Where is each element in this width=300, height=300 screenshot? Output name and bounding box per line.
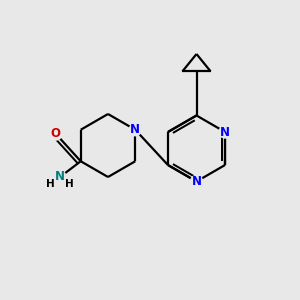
Text: N: N xyxy=(130,123,140,136)
Circle shape xyxy=(219,126,231,138)
Circle shape xyxy=(190,176,202,188)
Text: N: N xyxy=(220,125,230,139)
Circle shape xyxy=(54,171,66,183)
Text: N: N xyxy=(55,170,65,184)
Text: H: H xyxy=(65,178,74,189)
Text: N: N xyxy=(191,175,202,188)
Text: O: O xyxy=(50,127,61,140)
Circle shape xyxy=(49,127,62,140)
Circle shape xyxy=(129,124,141,136)
Text: H: H xyxy=(46,178,55,189)
